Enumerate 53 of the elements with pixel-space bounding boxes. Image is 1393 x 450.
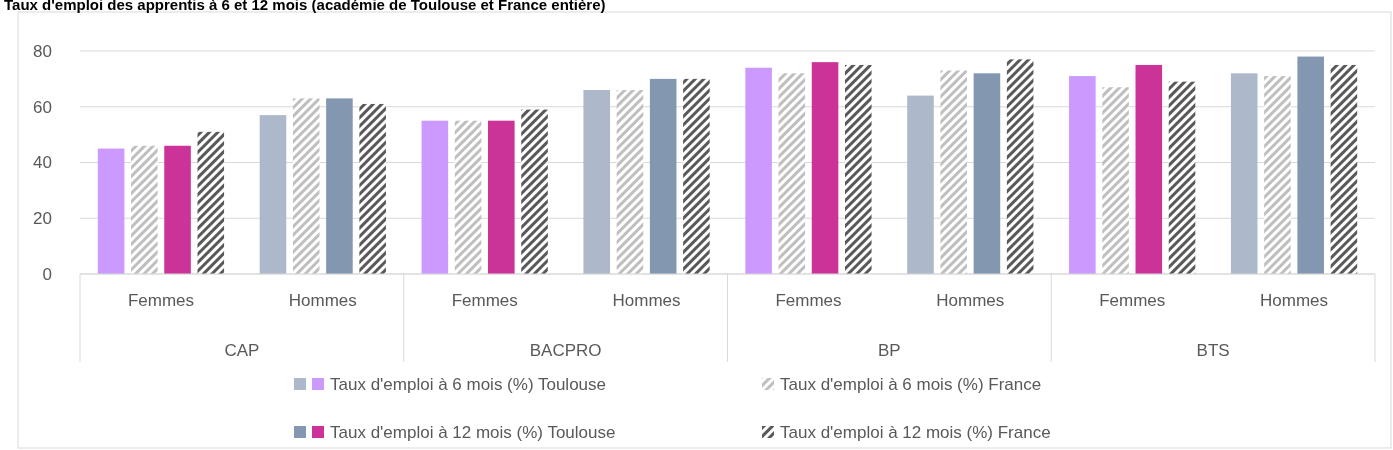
bar xyxy=(259,115,287,274)
bar xyxy=(683,78,710,274)
bar xyxy=(1168,81,1196,274)
bar xyxy=(97,148,125,274)
legend-label: Taux d'emploi à 12 mois (%) Toulouse xyxy=(330,422,616,442)
x-tick-label: Femmes xyxy=(1099,291,1166,310)
text: BTS xyxy=(1196,341,1230,360)
legend-label: Taux d'emploi à 6 mois (%) Toulouse xyxy=(330,374,607,394)
x-tick-label: Femmes xyxy=(775,291,842,310)
bar xyxy=(1069,76,1096,274)
x-tick-label: Hommes xyxy=(1260,291,1329,310)
x-tick-label: Femmes xyxy=(451,291,518,310)
bar xyxy=(359,103,386,274)
text: BP xyxy=(878,341,901,360)
legend-label: Taux d'emploi à 12 mois (%) France xyxy=(780,422,1051,442)
bar xyxy=(1102,87,1129,274)
bar xyxy=(488,120,515,274)
bar xyxy=(745,67,772,274)
bar xyxy=(907,95,934,274)
bar xyxy=(940,70,967,274)
y-tick-label: 40 xyxy=(33,153,52,173)
bar xyxy=(1264,76,1291,274)
x-tick-label: Hommes xyxy=(936,291,1005,310)
bar xyxy=(454,120,482,274)
bar xyxy=(778,73,806,274)
bar xyxy=(292,98,320,274)
bar xyxy=(616,90,644,274)
bar xyxy=(521,109,548,274)
bar xyxy=(197,131,225,274)
legend-label: Taux d'emploi à 6 mois (%) France xyxy=(780,374,1042,394)
bar xyxy=(1230,73,1258,274)
y-tick-label: 60 xyxy=(33,97,52,117)
text: BACPRO xyxy=(529,341,602,360)
bar xyxy=(973,73,1001,274)
bar xyxy=(326,98,353,274)
bar xyxy=(1330,64,1358,274)
bar xyxy=(583,90,611,274)
bar xyxy=(1135,64,1163,274)
bar xyxy=(649,78,677,274)
bar xyxy=(164,145,191,274)
bar xyxy=(1297,56,1324,274)
bar xyxy=(1006,59,1034,274)
bar xyxy=(844,64,872,274)
y-tick-label: 0 xyxy=(42,264,52,284)
x-tick-label: Hommes xyxy=(288,291,357,310)
bar xyxy=(131,145,158,274)
y-tick-label: 20 xyxy=(33,209,52,229)
x-tick-label: Femmes xyxy=(127,291,194,310)
bar xyxy=(421,120,449,274)
x-tick-label: Hommes xyxy=(612,291,681,310)
y-tick-label: 80 xyxy=(33,41,52,61)
bar xyxy=(811,62,839,274)
text: CAP xyxy=(224,341,260,360)
